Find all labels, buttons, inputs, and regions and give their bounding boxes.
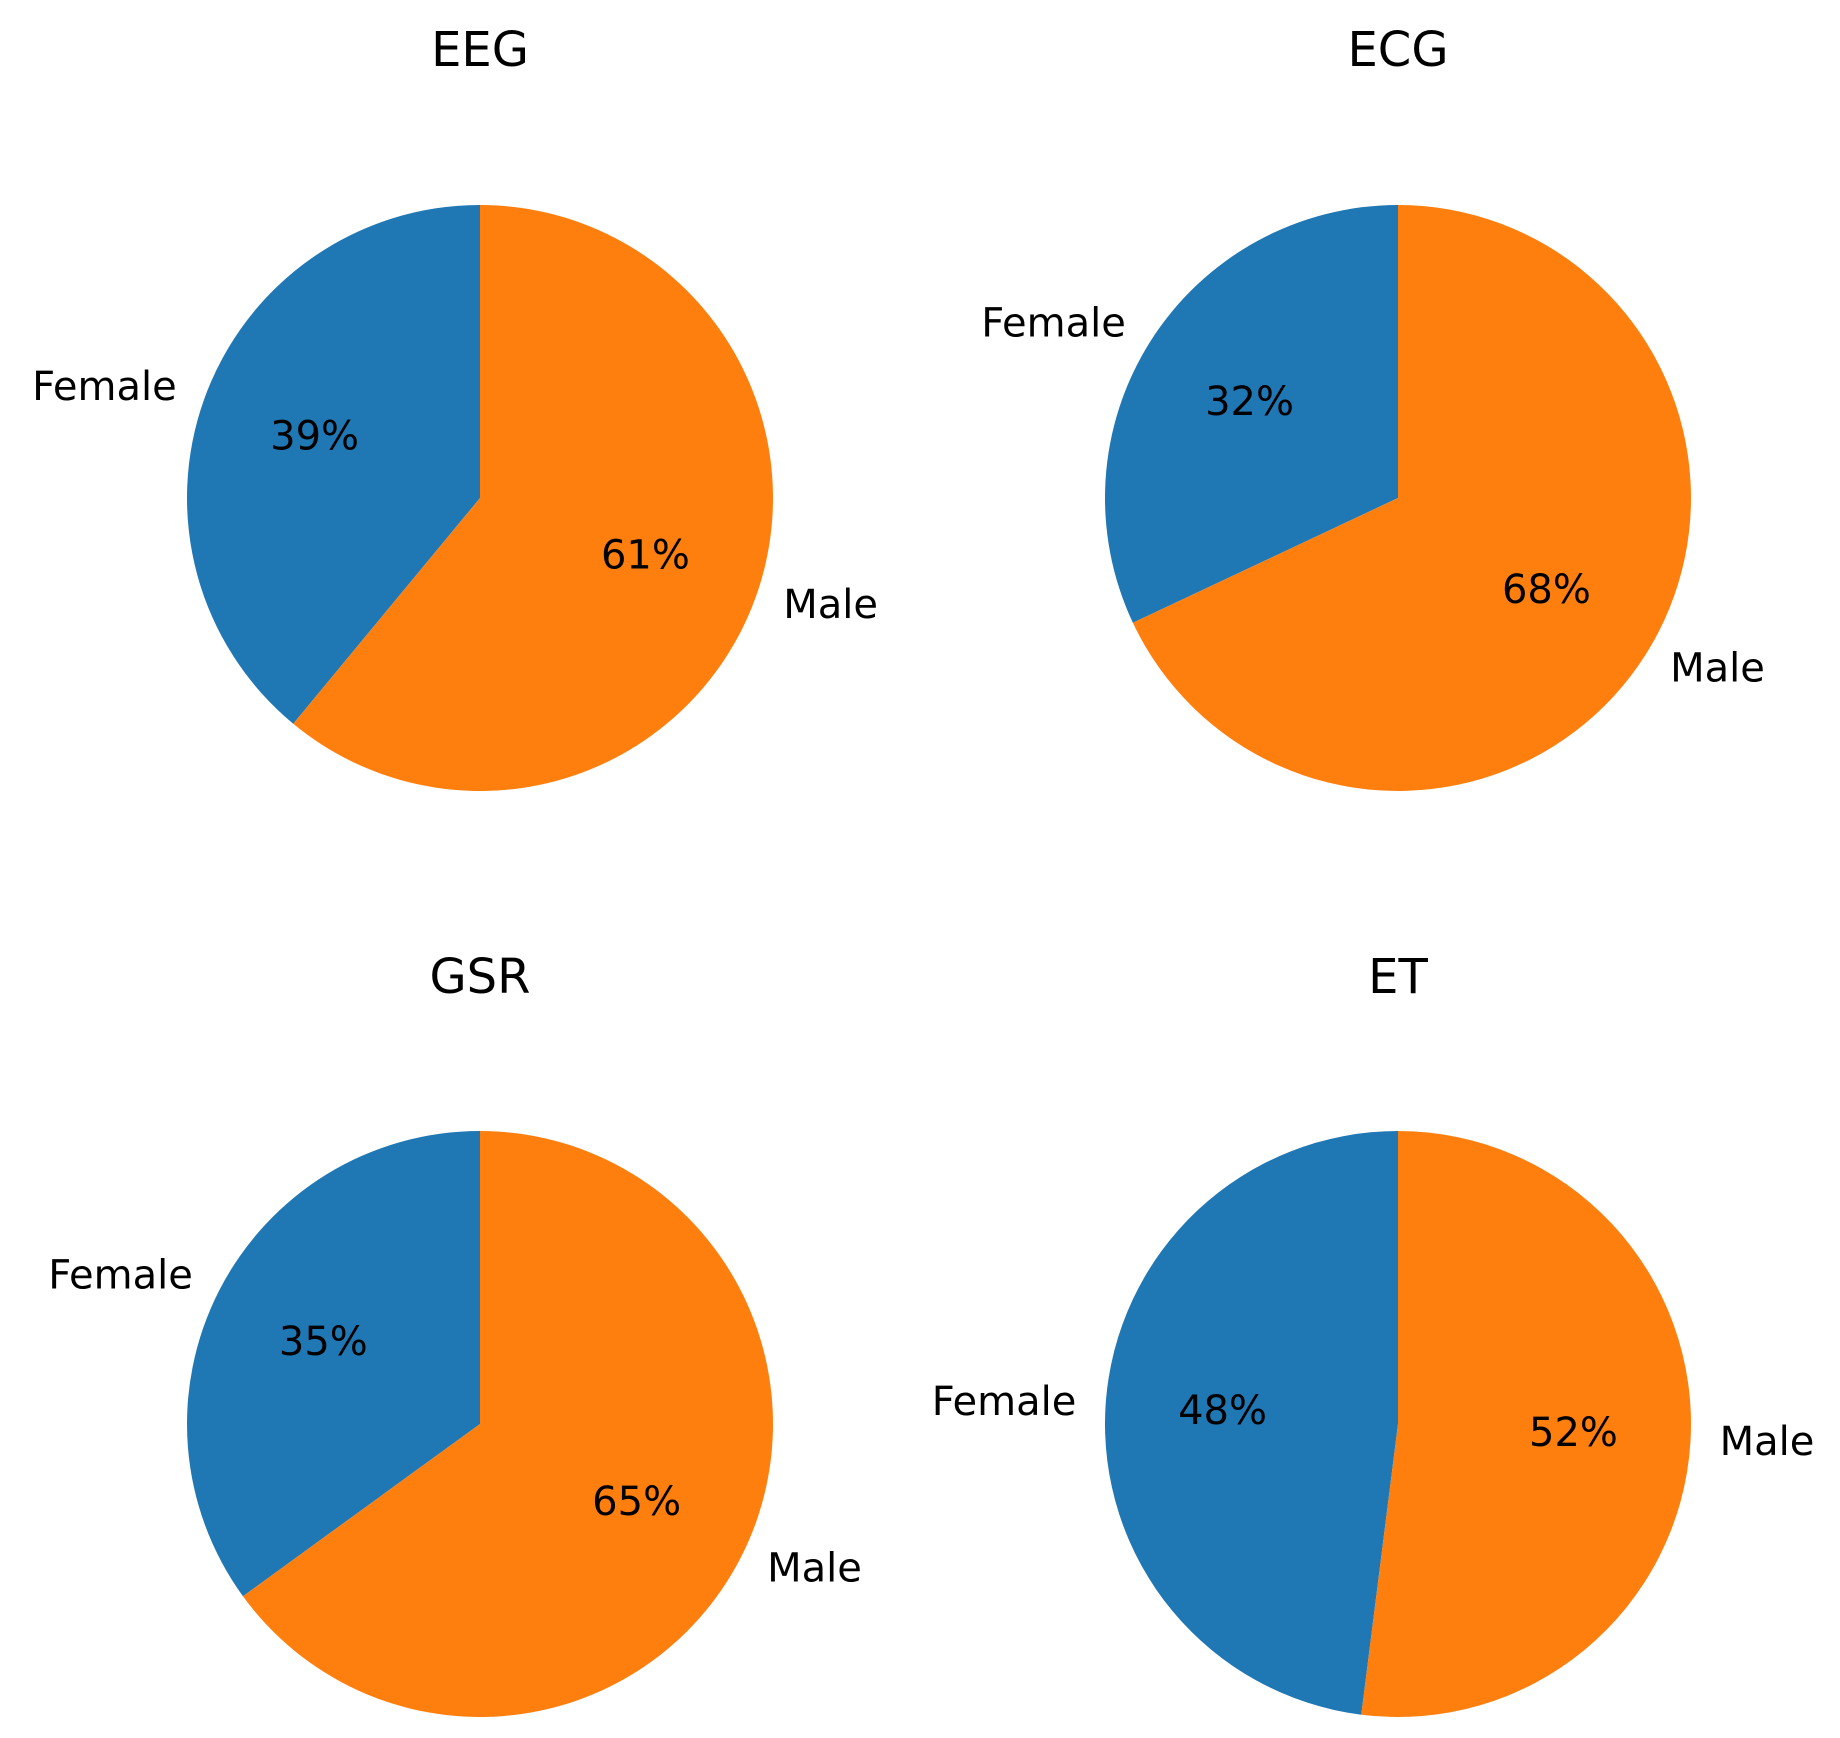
pie-slice: [293, 205, 773, 791]
value-label: 52%: [1529, 1410, 1618, 1456]
value-label: 32%: [1205, 379, 1294, 425]
value-label: 35%: [279, 1319, 368, 1365]
pie-slice: [1104, 1131, 1398, 1715]
chart-title: ECG: [1347, 22, 1448, 78]
slice-label: Male: [783, 582, 878, 628]
value-label: 68%: [1502, 567, 1591, 613]
value-label: 65%: [592, 1479, 681, 1525]
pie-slice: [1361, 1131, 1691, 1717]
value-label: 61%: [601, 533, 690, 579]
pie-slice: [186, 205, 480, 724]
chart-title: ET: [1368, 949, 1428, 1005]
slice-label: Female: [48, 1253, 193, 1299]
chart-title: GSR: [429, 949, 530, 1005]
slice-label: Male: [1670, 646, 1765, 692]
slice-label: Female: [981, 300, 1126, 346]
pie-slice: [1104, 205, 1398, 623]
slice-label: Male: [1720, 1419, 1815, 1465]
slice-label: Male: [767, 1545, 862, 1591]
slice-label: Female: [32, 364, 177, 410]
pie-slice: [242, 1131, 774, 1717]
pie-slice: [187, 1131, 481, 1597]
chart-title: EEG: [431, 22, 529, 78]
pie-slice: [1132, 205, 1691, 791]
value-label: 39%: [270, 413, 359, 459]
slice-label: Female: [932, 1379, 1077, 1425]
value-label: 48%: [1178, 1388, 1267, 1434]
